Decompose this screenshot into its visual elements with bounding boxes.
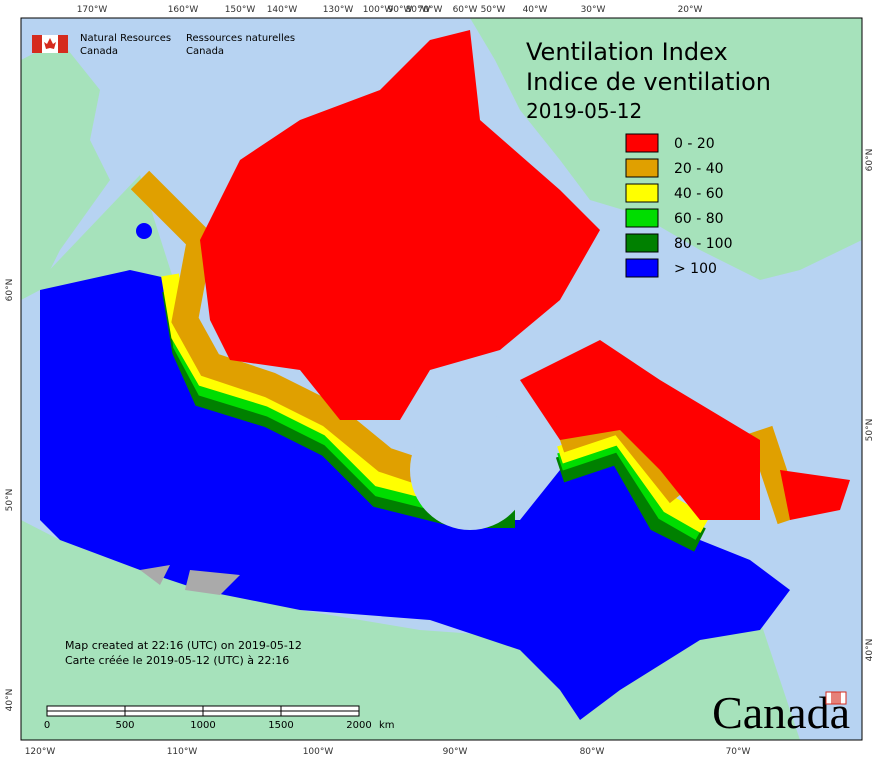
scale-label: 0 [44,720,50,731]
agency-en: Canada [80,46,118,57]
lon-label: 90°W [443,747,468,757]
agency-fr: Ressources naturelles [186,33,295,44]
legend-label: 80 - 100 [674,236,733,252]
scale-label: 1500 [268,720,293,731]
scale-segment [124,710,204,717]
lon-label: 130°W [323,5,354,15]
canada-high-index [40,270,790,720]
lon-label: 70°W [418,5,443,15]
no-data [140,565,240,595]
legend-swatch [625,233,659,253]
scale-label: 2000 [346,720,371,731]
legend-swatch [625,258,659,278]
lat-label: 50°N [5,489,15,512]
lon-label: 60°W [453,5,478,15]
legend-label: 60 - 80 [674,211,724,227]
legend-label: 20 - 40 [674,161,724,177]
agency-fr: Canada [186,46,224,57]
scale-label: 1000 [190,720,215,731]
frame [20,17,863,741]
lon-label: 120°W [25,747,56,757]
low-index-east [520,340,760,520]
legend-swatch [625,133,659,153]
lon-label: 20°W [678,5,703,15]
scale-segment [46,710,126,717]
lat-label: 50°N [865,419,875,442]
scale-segment [280,705,360,712]
lon-label: 80°W [406,5,431,15]
scale-segment [124,705,204,712]
lon-label: 160°W [168,5,199,15]
low-index-newfoundland [780,470,850,520]
title-fr: Indice de ventilation [526,68,771,96]
title-date: 2019-05-12 [526,99,642,123]
legend-swatch [625,158,659,178]
note: Map created at 22:16 (UTC) on 2019-05-12 [65,639,302,652]
lon-label: 80°W [580,747,605,757]
title-en: Ventilation Index [526,38,728,66]
greenland [470,18,862,280]
legend-swatch [625,183,659,203]
wordmark-flag [831,692,841,704]
legend-swatch [625,208,659,228]
lat-label: 60°N [865,149,875,172]
lat-label: 60°N [5,279,15,302]
note: Carte créée le 2019-05-12 (UTC) à 22:16 [65,654,289,667]
flag-bar [32,35,42,53]
hudson-bay [410,410,530,530]
scale-segment [202,710,282,717]
scale-segment [280,710,360,717]
russia [21,40,110,300]
lon-label: 110°W [167,747,198,757]
legend-label: 40 - 60 [674,186,724,202]
lon-label: 150°W [225,5,256,15]
spot [136,223,152,239]
lon-label: 90°W [388,5,413,15]
low-index-north [200,30,600,420]
lon-label: 70°W [726,747,751,757]
scale-segment [202,705,282,712]
lat-label: 40°N [5,689,15,712]
legend-label: > 100 [674,261,717,277]
lon-label: 100°W [363,5,394,15]
legend-label: 0 - 20 [674,136,715,152]
scale-segment [46,705,126,712]
lon-label: 40°W [523,5,548,15]
lon-label: 170°W [77,5,108,15]
lon-label: 30°W [581,5,606,15]
maple-leaf [44,38,56,49]
lat-label: 40°N [865,639,875,662]
agency-en: Natural Resources [80,33,171,44]
lon-label: 100°W [303,747,334,757]
lon-label: 50°W [481,5,506,15]
lon-label: 140°W [267,5,298,15]
scale-label: 500 [115,720,134,731]
scale-unit: km [379,720,395,731]
flag-bar [58,35,68,53]
